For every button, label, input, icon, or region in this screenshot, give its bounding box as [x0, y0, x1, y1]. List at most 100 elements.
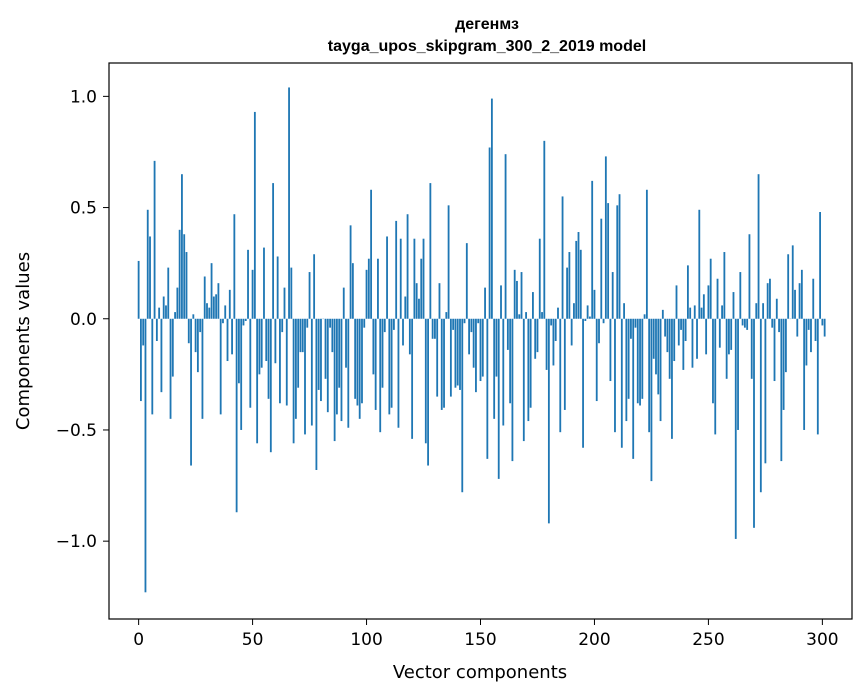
- x-tick-label: 200: [578, 630, 610, 650]
- bar: [228, 289, 231, 319]
- bar: [495, 318, 498, 377]
- bar: [313, 254, 316, 319]
- bar: [379, 318, 382, 433]
- bar: [718, 318, 721, 348]
- bar: [349, 225, 352, 319]
- bar: [347, 318, 350, 428]
- bar: [315, 318, 318, 470]
- bar: [823, 318, 826, 337]
- bar: [443, 318, 445, 408]
- bar: [728, 318, 730, 355]
- bar: [420, 258, 423, 319]
- bar: [358, 318, 361, 419]
- bar: [561, 196, 564, 319]
- bar: [402, 318, 404, 346]
- bar: [274, 318, 277, 364]
- bar: [479, 318, 482, 382]
- bar: [532, 292, 534, 319]
- bar: [541, 312, 543, 319]
- bar: [748, 234, 751, 319]
- bar: [810, 318, 812, 353]
- bar: [814, 318, 817, 341]
- bar: [591, 180, 594, 319]
- bar: [486, 318, 489, 459]
- bar: [620, 318, 623, 448]
- y-axis-ticks: −1.0 −0.5 0.0 0.5 1.0: [56, 87, 109, 552]
- bar: [431, 318, 434, 339]
- bar: [276, 256, 279, 319]
- bar: [563, 318, 566, 410]
- bar: [677, 318, 680, 346]
- bar: [753, 318, 755, 528]
- bar: [675, 285, 678, 319]
- bar: [611, 272, 614, 319]
- bar: [199, 318, 202, 333]
- bar: [279, 318, 281, 404]
- bar: [160, 318, 163, 393]
- bar: [782, 318, 785, 410]
- bar: [623, 303, 625, 319]
- bar: [329, 318, 331, 328]
- x-tick-label: 100: [350, 630, 382, 650]
- bar: [174, 312, 176, 319]
- bar: [233, 214, 236, 319]
- bar: [242, 318, 245, 326]
- bar: [238, 318, 240, 384]
- bar: [192, 314, 195, 319]
- bar: [219, 318, 222, 415]
- bar: [743, 318, 746, 328]
- x-tick-label: 300: [806, 630, 838, 650]
- bar: [438, 283, 441, 319]
- bar: [452, 318, 455, 330]
- bar: [803, 318, 806, 430]
- bar: [600, 218, 603, 319]
- y-tick-label: −0.5: [56, 421, 97, 441]
- bar: [181, 174, 183, 319]
- bar: [447, 205, 450, 319]
- bar: [463, 318, 466, 324]
- bar: [575, 240, 578, 319]
- bar: [267, 318, 270, 399]
- bar: [178, 229, 181, 319]
- bar: [588, 316, 591, 319]
- bar: [584, 318, 587, 321]
- bar: [518, 314, 521, 319]
- bar: [698, 209, 701, 319]
- bar: [201, 318, 204, 419]
- bar: [468, 318, 471, 355]
- bar: [607, 203, 610, 319]
- bar: [340, 318, 343, 422]
- bar: [308, 272, 311, 319]
- bar: [418, 298, 420, 319]
- bar: [484, 287, 486, 319]
- bar: [771, 318, 774, 328]
- bar: [475, 318, 477, 393]
- bar: [481, 318, 484, 377]
- bar: [320, 318, 322, 402]
- bar: [787, 254, 790, 319]
- bar: [281, 318, 284, 333]
- bar: [381, 318, 384, 388]
- bar: [525, 312, 527, 319]
- bar: [504, 154, 507, 319]
- bar: [285, 318, 288, 406]
- bar: [791, 245, 794, 319]
- bar: [750, 318, 753, 379]
- bar: [454, 318, 457, 388]
- bar: [153, 160, 156, 319]
- bar: [500, 285, 502, 319]
- bar: [231, 318, 233, 355]
- bar: [399, 238, 402, 319]
- bar: [796, 318, 799, 337]
- bar: [513, 269, 516, 319]
- bar: [342, 287, 345, 319]
- bar: [240, 318, 243, 430]
- bar: [208, 307, 211, 319]
- bar: [142, 318, 145, 346]
- bar: [794, 289, 796, 319]
- bar: [461, 318, 464, 493]
- bar: [144, 318, 147, 593]
- bar: [477, 318, 480, 324]
- bar: [604, 156, 607, 319]
